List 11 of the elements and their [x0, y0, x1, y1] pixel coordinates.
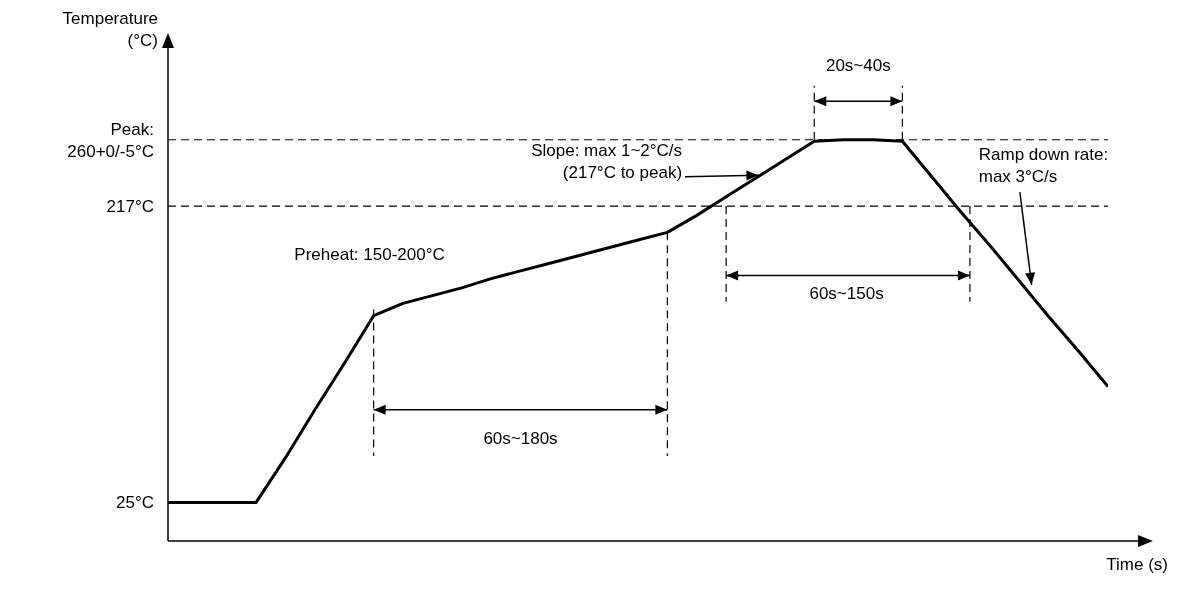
annotation: 60s~180s: [482, 428, 559, 451]
annotation: Slope: max 1~2°C/s (217°C to peak): [530, 139, 683, 184]
annotation: Preheat: 150-200°C: [294, 244, 446, 267]
annotation: Ramp down rate: max 3°C/s: [978, 144, 1110, 189]
y-tick-label: 25°C: [116, 493, 154, 513]
y-axis-title: Temperature (°C): [61, 8, 158, 52]
y-tick-label: 217°C: [106, 197, 154, 217]
x-axis-title: Time (s): [1105, 555, 1168, 575]
y-tick-label: Peak: 260+0/-5°C: [67, 119, 154, 161]
annotation: 60s~150s: [808, 283, 885, 306]
text: 20s~40s: [824, 54, 892, 77]
